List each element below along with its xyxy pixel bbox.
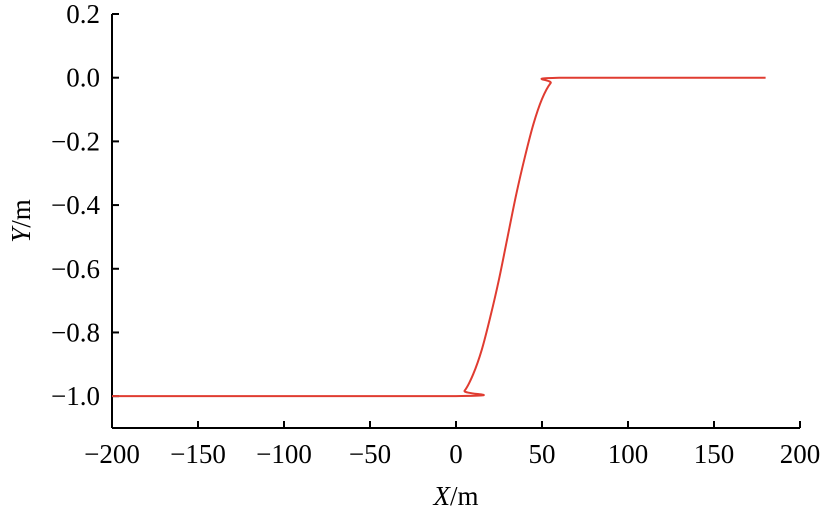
- x-tick-label: 0: [449, 439, 463, 469]
- series-line: [112, 76, 766, 398]
- x-tick-label: −100: [256, 439, 312, 469]
- x-tick-label: −150: [170, 439, 226, 469]
- y-tick-label: −0.8: [51, 317, 100, 347]
- y-axis-unit: /m: [6, 199, 36, 228]
- x-ticks: −200 −150 −100 −50 0 50 100 150 200: [84, 421, 820, 469]
- x-tick-label: −50: [349, 439, 391, 469]
- x-tick-label: 50: [529, 439, 556, 469]
- series-layer: [112, 76, 766, 398]
- axes: [111, 14, 800, 429]
- y-axis-title: Y/m: [6, 199, 36, 243]
- y-tick-label: −1.0: [51, 381, 100, 411]
- x-axis-unit: /m: [450, 481, 479, 511]
- y-axis-var: Y: [6, 225, 36, 243]
- y-tick-label: 0.0: [66, 63, 100, 93]
- y-tick-label: 0.2: [66, 0, 100, 29]
- x-tick-label: −200: [84, 439, 140, 469]
- x-tick-label: 150: [694, 439, 735, 469]
- y-tick-label: −0.4: [51, 190, 100, 220]
- x-axis-var: X: [432, 481, 451, 511]
- x-axis-title: X/m: [432, 481, 478, 511]
- y-tick-label: −0.6: [51, 254, 100, 284]
- x-tick-label: 100: [608, 439, 649, 469]
- x-tick-label: 200: [780, 439, 821, 469]
- y-tick-label: −0.2: [51, 126, 100, 156]
- y-ticks: 0.2 0.0 −0.2 −0.4 −0.6 −0.8 −1.0: [51, 0, 119, 411]
